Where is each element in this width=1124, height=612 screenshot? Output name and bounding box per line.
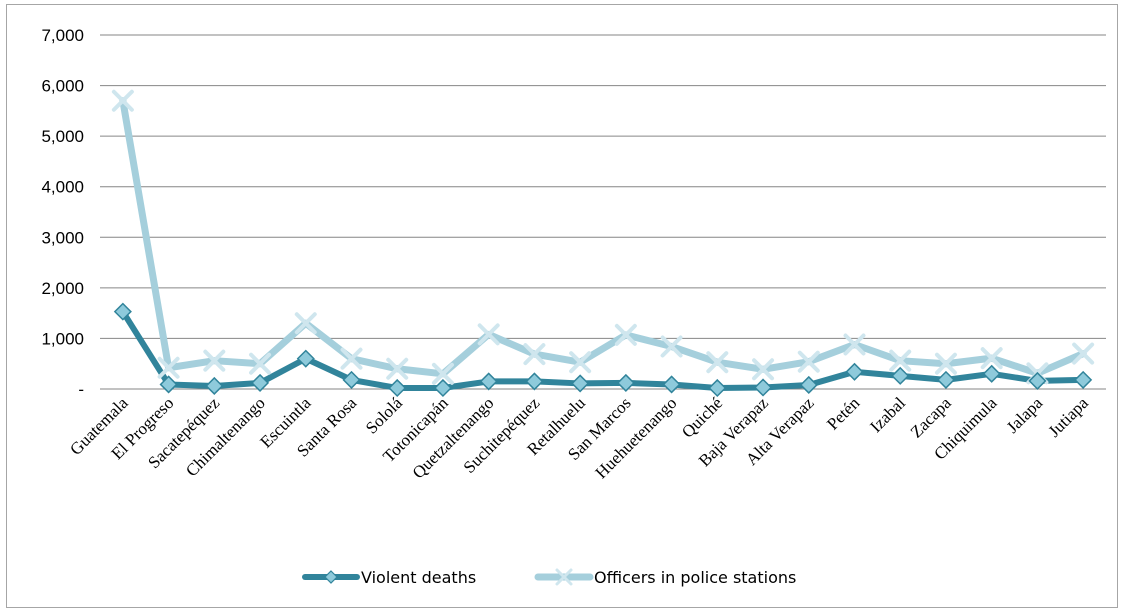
legend-marker bbox=[324, 570, 338, 584]
y-tick-label: 6,000 bbox=[41, 77, 84, 96]
data-point bbox=[889, 349, 912, 372]
data-point bbox=[982, 364, 1001, 383]
data-point bbox=[934, 352, 957, 375]
series-lines bbox=[119, 97, 1087, 391]
data-point bbox=[752, 358, 775, 381]
legend-label: Violent deaths bbox=[361, 568, 476, 587]
data-point bbox=[523, 343, 546, 366]
data-point bbox=[249, 352, 272, 375]
data-point bbox=[477, 323, 500, 346]
data-point bbox=[294, 312, 317, 335]
series-line bbox=[119, 308, 1087, 391]
data-point bbox=[113, 302, 132, 321]
y-tick-label: 1,000 bbox=[41, 329, 84, 348]
data-point bbox=[936, 370, 956, 389]
x-tick-label: Jutiapa bbox=[1044, 393, 1092, 441]
series-line bbox=[119, 97, 1087, 378]
data-point bbox=[891, 366, 910, 385]
data-point bbox=[386, 357, 409, 380]
data-point bbox=[616, 373, 635, 392]
data-point bbox=[159, 375, 178, 394]
data-point bbox=[569, 351, 592, 374]
data-point bbox=[571, 374, 590, 393]
data-point bbox=[708, 378, 727, 398]
data-point bbox=[296, 349, 315, 368]
y-tick-label: 4,000 bbox=[41, 178, 84, 197]
legend-label: Officers in police stations bbox=[594, 568, 796, 587]
data-point bbox=[111, 89, 134, 112]
data-point bbox=[525, 372, 544, 391]
data-point bbox=[340, 347, 363, 370]
data-point bbox=[479, 372, 498, 391]
chart-frame bbox=[6, 4, 1118, 608]
x-tick-label: Chimaltenango bbox=[182, 393, 269, 480]
y-tick-label: 5,000 bbox=[41, 127, 84, 146]
x-tick-label: Huehuetenango bbox=[592, 393, 681, 482]
y-tick-label: 2,000 bbox=[41, 279, 84, 298]
data-point bbox=[797, 350, 820, 373]
data-point bbox=[205, 376, 224, 396]
data-point bbox=[614, 323, 637, 346]
data-point bbox=[843, 333, 866, 356]
legend-marker bbox=[555, 568, 573, 586]
data-point bbox=[706, 351, 729, 374]
x-tick-label: Jalapa bbox=[1003, 393, 1047, 437]
y-axis-ticks: - 1,000 2,000 3,000 4,000 5,000 6,000 7,000 bbox=[41, 26, 84, 399]
y-tick-label: 3,000 bbox=[41, 228, 84, 247]
legend-item: Violent deaths bbox=[302, 568, 476, 587]
data-point bbox=[1072, 342, 1095, 365]
data-point bbox=[203, 349, 226, 372]
data-point bbox=[662, 375, 681, 394]
x-tick-label: Izabal bbox=[866, 393, 909, 436]
gridlines bbox=[100, 34, 1106, 390]
data-point bbox=[799, 375, 818, 395]
data-point bbox=[1074, 370, 1093, 389]
data-point bbox=[845, 362, 864, 381]
series-markers bbox=[111, 89, 1095, 398]
data-point bbox=[660, 335, 683, 358]
legend: Violent deaths Officers in police station… bbox=[302, 568, 796, 587]
data-point bbox=[431, 362, 454, 385]
legend-item: Officers in police stations bbox=[534, 568, 796, 587]
data-point bbox=[250, 373, 270, 392]
x-tick-label: Petén bbox=[823, 393, 863, 433]
data-point bbox=[342, 370, 361, 389]
y-tick-label: 7,000 bbox=[41, 26, 84, 45]
data-point bbox=[980, 347, 1003, 370]
data-point bbox=[753, 378, 773, 397]
data-point bbox=[1028, 371, 1047, 390]
data-point bbox=[388, 378, 407, 398]
y-tick-label: - bbox=[78, 380, 84, 399]
data-point bbox=[433, 378, 453, 398]
data-point bbox=[157, 356, 180, 379]
